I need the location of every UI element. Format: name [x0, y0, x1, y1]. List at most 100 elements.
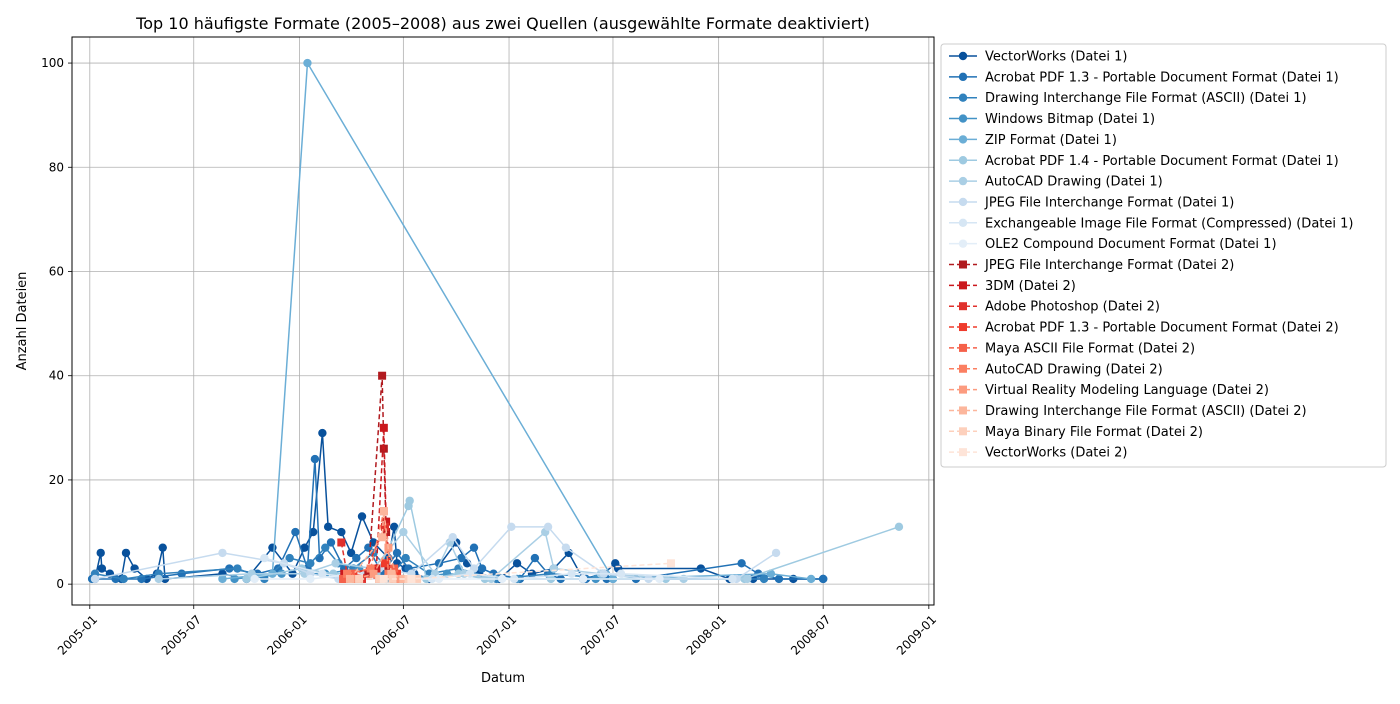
data-point: [389, 522, 399, 532]
data-point: [507, 522, 516, 532]
x-tick-label: 2005-01: [55, 612, 100, 657]
data-point: [369, 569, 378, 578]
data-point: [806, 574, 816, 584]
series-20: [379, 559, 675, 583]
legend-entry: VectorWorks (Datei 1): [949, 50, 1127, 65]
data-point: [339, 574, 348, 583]
data-point: [759, 574, 769, 584]
data-point: [364, 569, 373, 578]
legend-marker: [959, 343, 967, 352]
x-tick-label: 2007-01: [474, 612, 519, 657]
legend-marker: [959, 281, 967, 290]
data-point: [326, 538, 336, 547]
legend-marker: [959, 260, 967, 269]
legend-label: VectorWorks (Datei 2): [985, 446, 1127, 461]
data-point: [154, 574, 163, 584]
legend-entry: OLE2 Compound Document Format (Datei 1): [949, 237, 1277, 252]
legend-marker: [958, 51, 968, 61]
legend-marker: [958, 72, 968, 82]
legend: VectorWorks (Datei 1) Acrobat PDF 1.3 - P…: [940, 43, 1387, 468]
legend-entry: 3DM (Datei 2): [949, 279, 1076, 294]
x-tick-label: 2008-07: [788, 612, 833, 657]
legend-label: Adobe Photoshop (Datei 2): [985, 300, 1160, 315]
data-point: [379, 507, 388, 516]
plot-frame: [71, 36, 935, 606]
data-point: [323, 522, 333, 532]
x-tick-label: 2009-01: [894, 612, 939, 657]
legend-marker: [958, 197, 968, 207]
y-tick-label: 40: [49, 369, 64, 383]
legend-entry: Acrobat PDF 1.4 - Portable Document Form…: [949, 154, 1339, 169]
data-point: [465, 569, 475, 578]
legend-label: JPEG File Interchange Format (Datei 1): [984, 195, 1234, 210]
legend-label: 3DM (Datei 2): [985, 279, 1076, 294]
legend-label: Windows Bitmap (Datei 1): [985, 112, 1155, 127]
series-line: [356, 545, 398, 580]
data-point: [818, 574, 828, 584]
x-tick-label: 2005-07: [159, 612, 204, 657]
data-point: [743, 574, 752, 584]
data-point: [434, 574, 444, 584]
data-point: [242, 574, 251, 584]
data-point: [387, 569, 396, 578]
y-tick-label: 20: [49, 473, 64, 487]
data-point: [233, 564, 242, 573]
legend-entry: Acrobat PDF 1.3 - Portable Document Form…: [949, 321, 1339, 336]
data-point: [393, 574, 402, 583]
legend-label: OLE2 Compound Document Format (Datei 1): [985, 237, 1277, 252]
legend-entry: JPEG File Interchange Format (Datei 1): [949, 195, 1234, 210]
legend-entry: Maya Binary File Format (Datei 2): [949, 425, 1203, 440]
legend-marker: [959, 364, 967, 373]
legend-entry: Adobe Photoshop (Datei 2): [949, 300, 1160, 315]
legend-label: Maya Binary File Format (Datei 2): [985, 425, 1203, 440]
legend-marker: [959, 406, 967, 415]
data-point: [230, 574, 239, 584]
data-point: [497, 574, 507, 584]
data-point: [357, 512, 367, 521]
data-point: [300, 543, 309, 552]
legend-marker: [958, 156, 968, 165]
series-5: [218, 58, 816, 584]
data-point: [766, 569, 776, 578]
legend-entry: VectorWorks (Datei 2): [949, 446, 1127, 461]
data-point: [578, 574, 588, 584]
legend-marker: [959, 448, 967, 457]
legend-entry: Drawing Interchange File Format (ASCII) …: [949, 91, 1307, 106]
data-point: [310, 454, 320, 464]
legend-label: Drawing Interchange File Format (ASCII) …: [985, 91, 1307, 106]
data-point: [218, 548, 227, 558]
data-point: [393, 569, 402, 578]
y-tick-label: 100: [41, 56, 64, 70]
data-point: [477, 564, 487, 573]
series-line: [94, 526, 777, 580]
x-tick-label: 2008-01: [684, 612, 729, 657]
data-point: [337, 527, 346, 537]
legend-marker: [958, 135, 968, 144]
data-point: [347, 569, 356, 578]
legend-marker: [958, 114, 968, 123]
data-point: [315, 553, 324, 563]
legend-label: Maya ASCII File Format (Datei 2): [985, 341, 1195, 356]
data-point: [306, 574, 315, 584]
legend-marker: [958, 239, 968, 248]
data-point: [390, 564, 399, 573]
data-point: [380, 559, 389, 568]
series-line: [222, 60, 812, 580]
legend-marker: [959, 427, 967, 436]
data-point: [405, 496, 414, 505]
data-point: [375, 574, 384, 583]
legend-entry: Maya ASCII File Format (Datei 2): [949, 341, 1195, 356]
data-point: [737, 559, 746, 568]
data-point: [616, 569, 626, 578]
legend-label: Virtual Reality Modeling Language (Datei…: [985, 383, 1269, 398]
legend-marker: [959, 302, 967, 311]
legend-entry: Acrobat PDF 1.3 - Portable Document Form…: [949, 70, 1339, 85]
y-tick-label: 0: [56, 577, 64, 591]
plot-area: [87, 58, 904, 584]
data-point: [392, 548, 402, 558]
legend-label: Acrobat PDF 1.4 - Portable Document Form…: [985, 154, 1339, 169]
x-tick-label: 2006-07: [368, 612, 413, 657]
data-point: [337, 538, 346, 547]
legend-entry: AutoCAD Drawing (Datei 2): [949, 362, 1163, 377]
